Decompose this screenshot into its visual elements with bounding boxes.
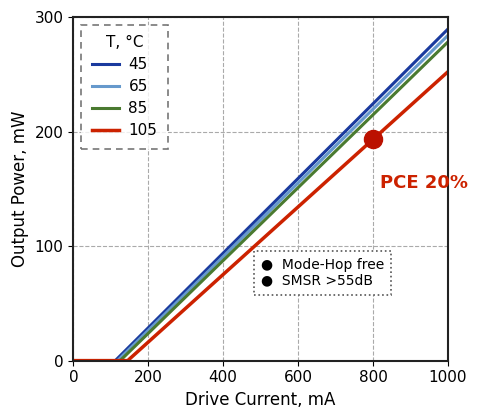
Line: 45: 45: [73, 29, 448, 361]
X-axis label: Drive Current, mA: Drive Current, mA: [185, 391, 336, 409]
65: [115, 358, 120, 363]
105: [71, 358, 76, 363]
Text: ●  Mode-Hop free
●  SMSR >55dB: ● Mode-Hop free ● SMSR >55dB: [261, 257, 384, 288]
45: [71, 358, 76, 363]
105: [125, 358, 131, 363]
45: [445, 26, 451, 32]
85: [117, 358, 123, 363]
45: [112, 358, 118, 363]
Line: 65: 65: [73, 35, 448, 361]
Line: 85: 85: [73, 42, 448, 361]
65: [71, 358, 76, 363]
85: [71, 358, 76, 363]
105: [445, 69, 451, 74]
Legend: 45, 65, 85, 105: 45, 65, 85, 105: [81, 25, 168, 149]
85: [445, 39, 451, 45]
Y-axis label: Output Power, mW: Output Power, mW: [11, 110, 29, 267]
Line: 105: 105: [73, 72, 448, 361]
Text: PCE 20%: PCE 20%: [381, 174, 468, 192]
65: [445, 33, 451, 38]
